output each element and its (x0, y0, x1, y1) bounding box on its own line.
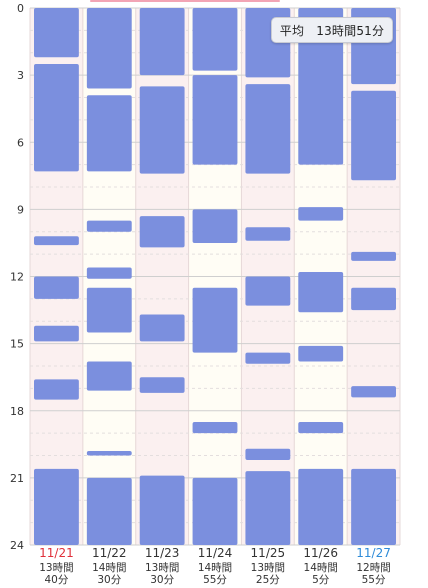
x-label-duration-11-24-1: 55分 (203, 574, 227, 586)
x-label-duration-11-23-0: 13時間 (145, 562, 179, 574)
average-label: 平均 (279, 23, 305, 38)
y-tick-0: 0 (17, 2, 24, 15)
y-tick-24: 24 (10, 539, 24, 552)
sleep-segment-11-21-2 (34, 236, 79, 246)
x-axis-labels: 11/2113時間40分11/2214時間30分11/2313時間30分11/2… (39, 546, 391, 586)
sleep-segment-11-23-2 (139, 216, 185, 248)
sleep-segment-11-24-5 (192, 477, 238, 545)
x-label-duration-11-22-0: 14時間 (92, 562, 126, 574)
sleep-segment-11-23-3 (139, 314, 185, 342)
sleep-segment-11-27-5 (351, 468, 396, 545)
sleep-segment-11-22-4 (86, 287, 132, 333)
sleep-segment-11-25-6 (245, 471, 291, 545)
y-axis-ticks: 0 3 6 9 12 15 18 21 24 (10, 2, 24, 552)
sleep-segment-11-26-2 (298, 272, 344, 313)
sleep-segment-11-27-1 (351, 90, 396, 181)
y-tick-12: 12 (10, 271, 24, 284)
sleep-segment-11-24-3 (192, 287, 238, 353)
x-label-date-11-24: 11/24 (198, 546, 233, 560)
x-label-date-11-21: 11/21 (39, 546, 74, 560)
x-label-duration-11-24-0: 14時間 (198, 562, 232, 574)
sleep-segment-11-25-4 (245, 352, 291, 364)
x-label-duration-11-22-1: 30分 (97, 574, 121, 586)
sleep-segment-11-26-3 (298, 345, 344, 362)
x-label-duration-11-21-1: 40分 (44, 574, 68, 586)
sleep-segment-11-24-4 (192, 421, 238, 434)
sleep-segment-11-26-5 (298, 468, 344, 545)
x-label-date-11-25: 11/25 (251, 546, 286, 560)
sleep-segment-11-27-3 (351, 287, 396, 311)
sleep-segment-11-27-4 (351, 386, 396, 398)
sleep-segment-11-25-2 (245, 227, 291, 241)
sleep-segment-11-23-4 (139, 377, 185, 393)
x-label-duration-11-27-1: 55分 (362, 574, 386, 586)
sleep-segment-11-23-1 (139, 86, 185, 174)
sleep-segment-11-24-0 (192, 8, 238, 71)
average-badge: 平均 13時間51分 (271, 17, 393, 43)
sleep-segment-11-21-4 (34, 325, 79, 342)
sleep-segment-11-22-7 (86, 477, 132, 545)
y-tick-21: 21 (10, 472, 24, 485)
sleep-segment-11-26-1 (298, 207, 344, 221)
y-tick-6: 6 (17, 136, 24, 149)
y-tick-3: 3 (17, 69, 24, 82)
sleep-segment-11-21-3 (34, 276, 79, 299)
sleep-segment-11-27-2 (351, 251, 396, 261)
x-label-duration-11-26-1: 5分 (312, 574, 330, 586)
sleep-segment-11-22-5 (86, 361, 132, 391)
sleep-segment-11-23-0 (139, 8, 185, 76)
x-label-date-11-23: 11/23 (145, 546, 180, 560)
sleep-segment-11-22-1 (86, 95, 132, 172)
x-label-duration-11-27-0: 12時間 (356, 562, 390, 574)
average-spacer (304, 23, 316, 37)
sleep-segment-11-22-2 (86, 220, 132, 232)
sleep-segment-11-26-4 (298, 421, 344, 434)
sleep-segment-11-26-0 (298, 8, 344, 165)
x-label-date-11-22: 11/22 (92, 546, 127, 560)
sleep-segment-11-21-5 (34, 379, 79, 400)
x-label-duration-11-25-0: 13時間 (251, 562, 285, 574)
sleep-segment-11-25-3 (245, 276, 291, 306)
sleep-segment-11-21-0 (34, 8, 79, 58)
sleep-segment-11-23-5 (139, 475, 185, 545)
sleep-segment-11-25-1 (245, 84, 291, 174)
y-tick-18: 18 (10, 405, 24, 418)
sleep-segment-11-24-2 (192, 209, 238, 243)
average-value: 13時間51分 (316, 23, 385, 38)
sleep-segment-11-25-5 (245, 448, 291, 460)
y-tick-15: 15 (10, 338, 24, 351)
sleep-segment-11-22-6 (86, 451, 132, 456)
y-tick-9: 9 (17, 203, 24, 216)
x-label-date-11-27: 11/27 (356, 546, 391, 560)
top-accent-line (90, 0, 280, 2)
sleep-segment-11-22-0 (86, 8, 132, 89)
x-label-duration-11-26-0: 14時間 (304, 562, 338, 574)
x-label-duration-11-21-0: 13時間 (39, 562, 73, 574)
x-label-date-11-26: 11/26 (303, 546, 338, 560)
x-label-duration-11-25-1: 25分 (256, 574, 280, 586)
sleep-segment-11-21-6 (34, 468, 79, 545)
sleep-segment-11-22-3 (86, 267, 132, 279)
x-label-duration-11-23-1: 30分 (150, 574, 174, 586)
sleep-segment-11-21-1 (34, 63, 79, 172)
sleep-segment-11-24-1 (192, 75, 238, 165)
